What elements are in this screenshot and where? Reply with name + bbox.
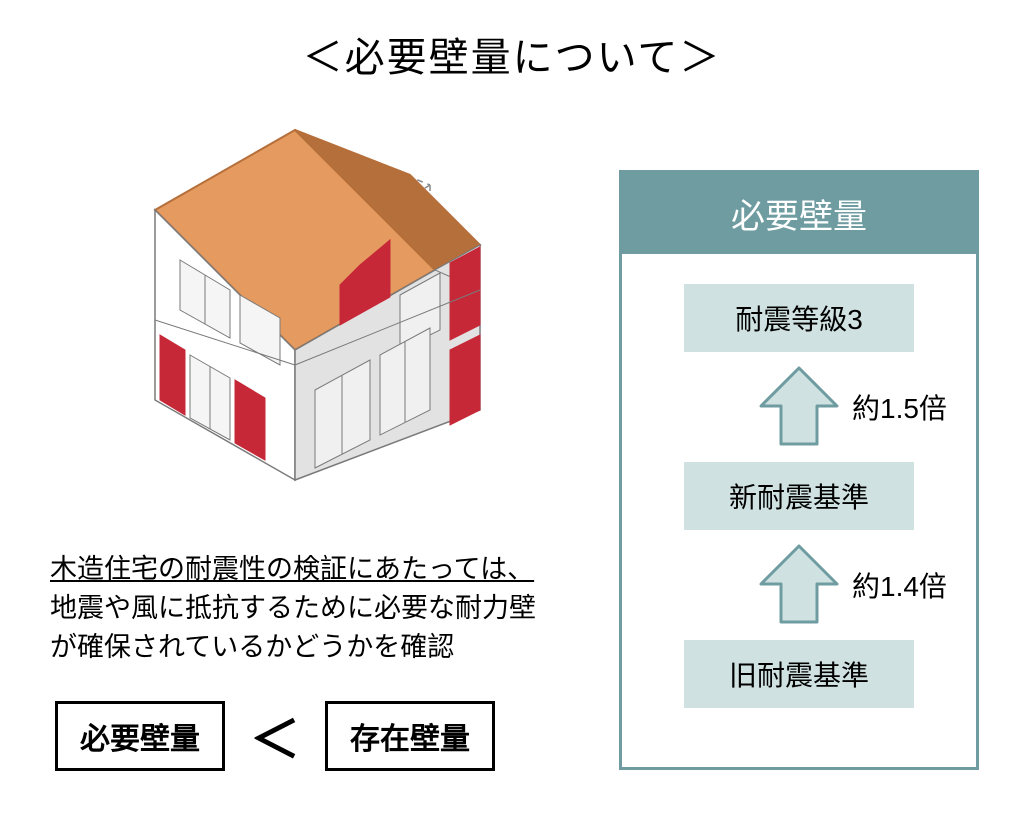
comparison-row: 必要壁量 ＜ 存在壁量 [55,700,495,772]
description-text: 木造住宅の耐震性の検証にあたっては、地震や風に抵抗するために必要な耐力壁が確保さ… [50,550,560,667]
level-seismic-grade-3: 耐震等級3 [684,284,914,352]
required-wall-box: 必要壁量 [55,701,225,771]
panel-body: 耐震等級3 約1.5倍 新耐震基準 約1.4倍 旧耐震基準 [622,254,976,733]
wall-requirement-panel: 必要壁量 耐震等級3 約1.5倍 新耐震基準 約1.4倍 旧耐震基準 [619,170,979,770]
less-than-sign: ＜ [250,700,300,772]
multiplier-1-label: 約1.5倍 [852,387,947,427]
description-rest: 地震や風に抵抗するために必要な耐力壁が確保されているかどうかを確認 [50,593,536,662]
level-new-standard: 新耐震基準 [684,462,914,530]
arrow-row-1: 約1.5倍 [652,352,946,462]
multiplier-2-label: 約1.4倍 [852,565,947,605]
page-title: ＜必要壁量について＞ [0,25,1024,83]
description-underlined: 木造住宅の耐震性の検証にあたっては、 [50,554,534,584]
panel-header: 必要壁量 [622,173,976,254]
level-old-standard: 旧耐震基準 [684,640,914,708]
arrow-row-2: 約1.4倍 [652,530,946,640]
existing-wall-box: 存在壁量 [325,701,495,771]
house-illustration [80,110,510,510]
up-arrow-icon [759,366,839,448]
up-arrow-icon [759,544,839,626]
